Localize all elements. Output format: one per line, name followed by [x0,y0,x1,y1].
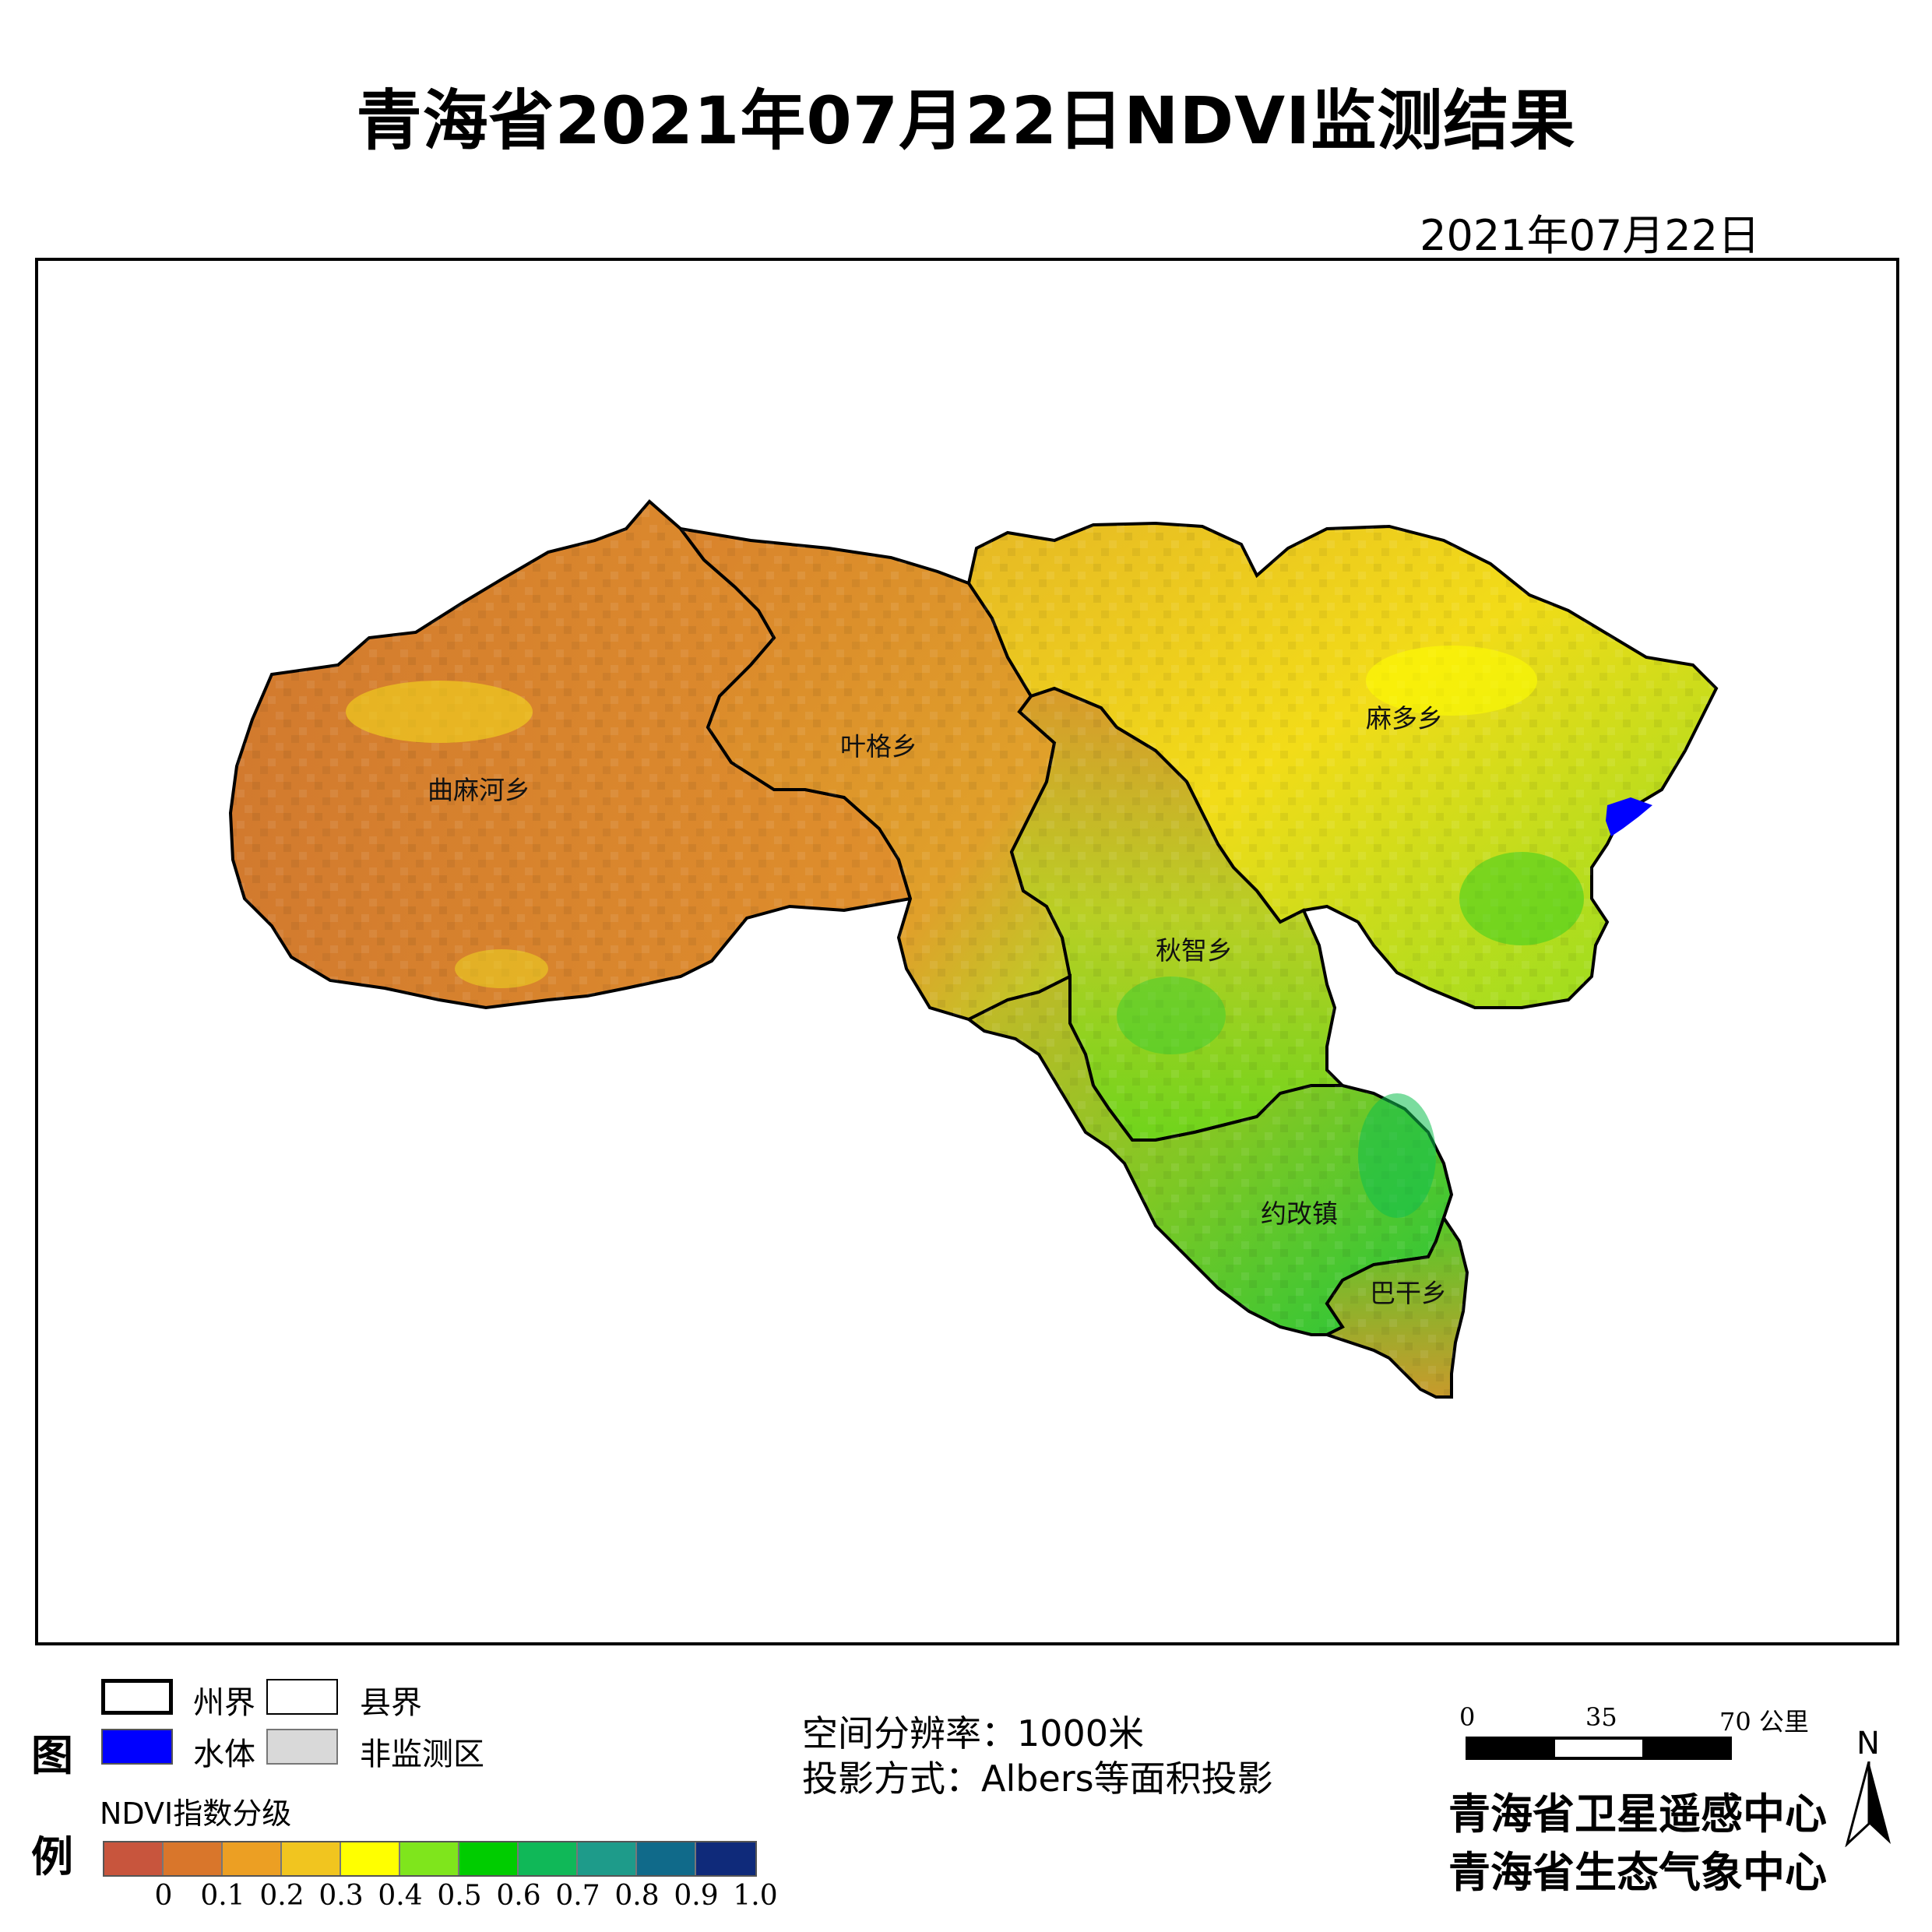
non-monitored-label: 非监测区 [360,1737,484,1772]
ndvi-class-4 [341,1842,400,1875]
ndvi-tick-label: 0.5 [437,1880,482,1912]
vegetation-patch [1358,1093,1436,1218]
region-label-yuegai: 约改镇 [1261,1198,1338,1229]
county-boundary-label: 县界 [360,1685,422,1721]
county-boundary-swatch [266,1679,338,1715]
prefecture-boundary-label: 州界 [193,1685,255,1721]
ndvi-class-9 [637,1842,696,1875]
projection-text: 投影方式：Albers等面积投影 [802,1758,1273,1800]
map-date: 2021年07月22日 [1420,211,1760,260]
ndvi-class-2 [223,1842,282,1875]
ndvi-class-6 [459,1842,519,1875]
ndvi-tick-label: 0.1 [200,1880,245,1912]
ndvi-class-7 [519,1842,578,1875]
ndvi-tick-label: 0.8 [614,1880,660,1912]
ndvi-class-3 [282,1842,341,1875]
ndvi-legend-title: NDVI指数分级 [100,1797,292,1831]
ndvi-map: 曲麻河乡 叶格乡 麻多乡 秋智乡 约改镇 巴干乡 [228,499,1719,1399]
scale-label-70: 70 公里 [1719,1707,1809,1737]
resolution-text: 空间分辨率：1000米 [802,1712,1145,1754]
region-label-qiuzhi: 秋智乡 [1156,935,1233,966]
region-label-bagan: 巴干乡 [1370,1278,1447,1308]
vegetation-patch [346,681,533,743]
water-label: 水体 [193,1737,255,1772]
ndvi-color-ramp [103,1841,757,1877]
ndvi-class-8 [578,1842,637,1875]
ndvi-tick-label: 0 [154,1880,173,1912]
north-label: N [1856,1726,1880,1761]
ndvi-class-5 [400,1842,459,1875]
vegetation-patch [1459,852,1584,945]
vegetation-patch [455,949,548,988]
region-label-yege: 叶格乡 [840,731,917,762]
ndvi-tick-label: 1.0 [733,1880,778,1912]
non-monitored-swatch [266,1729,338,1765]
region-label-maduo: 麻多乡 [1366,703,1443,734]
organization-2: 青海省生态气象中心 [1448,1848,1827,1897]
ndvi-class-10 [696,1842,755,1875]
map-frame: 曲麻河乡 叶格乡 麻多乡 秋智乡 约改镇 巴干乡 [35,258,1899,1645]
vegetation-patch [1117,977,1226,1054]
map-title: 青海省2021年07月22日NDVI监测结果 [356,83,1576,159]
water-body [1606,797,1652,836]
ndvi-tick-label: 0.3 [318,1880,364,1912]
water-swatch [101,1729,173,1765]
ndvi-tick-label: 0.4 [378,1880,423,1912]
legend-title-bottom: 例 [31,1832,73,1881]
legend-title: 图 例 [31,1705,78,1908]
ndvi-tick-label: 0.2 [259,1880,304,1912]
ndvi-tick-label: 0.6 [496,1880,541,1912]
scale-label-0: 0 [1459,1702,1476,1732]
scale-label-35: 35 [1585,1702,1617,1732]
ndvi-class-1 [164,1842,223,1875]
region-label-qumahe: 曲麻河乡 [428,775,530,805]
organization-1: 青海省卫星遥感中心 [1448,1789,1827,1839]
ndvi-tick-label: 0.7 [555,1880,600,1912]
legend-title-top: 图 [31,1731,73,1780]
scale-bar [1466,1737,1732,1760]
north-arrow-icon [1845,1761,1891,1847]
ndvi-class-0 [104,1842,164,1875]
vegetation-patch [1366,646,1537,716]
ndvi-tick-label: 0.9 [674,1880,719,1912]
prefecture-boundary-swatch [101,1679,173,1715]
